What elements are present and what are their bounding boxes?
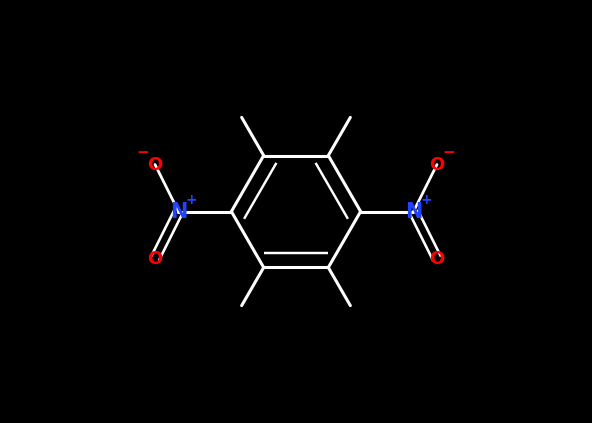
Text: −: − [442, 145, 455, 160]
Text: −: − [137, 145, 150, 160]
Text: O: O [429, 156, 445, 173]
Text: +: + [421, 193, 433, 207]
Text: O: O [429, 250, 445, 267]
Text: N: N [170, 201, 187, 222]
Text: O: O [147, 250, 163, 267]
Text: +: + [186, 193, 198, 207]
Text: O: O [147, 156, 163, 173]
Text: N: N [405, 201, 422, 222]
